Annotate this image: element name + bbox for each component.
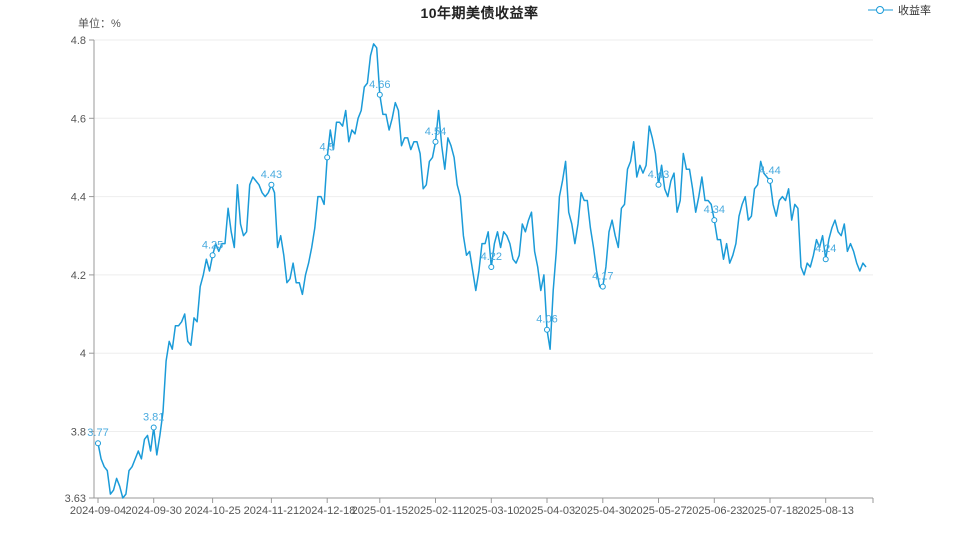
data-point-marker[interactable]: [767, 177, 773, 184]
y-tick-label: 4.2: [71, 270, 86, 282]
yield-line-series: [97, 43, 867, 499]
data-point-marker[interactable]: [655, 181, 662, 188]
data-point-label: 4.06: [536, 314, 557, 326]
y-tick-label: 4.4: [71, 192, 86, 204]
x-tick-label: 2025-04-03: [519, 505, 575, 517]
legend-item-yield[interactable]: 收益率: [867, 2, 931, 18]
data-point-label: 4.25: [202, 239, 223, 251]
data-point-marker[interactable]: [711, 217, 718, 224]
legend-label: 收益率: [898, 5, 931, 17]
line-series-legend-icon: [868, 6, 893, 14]
data-point-label: 4.24: [815, 243, 836, 255]
data-point-label: 4.54: [425, 126, 446, 138]
chart-title: 10年期美债收益率: [420, 5, 539, 21]
data-point-label: 3.77: [87, 427, 108, 439]
x-tick-label: 2025-06-23: [686, 505, 742, 517]
x-tick-label: 2024-11-21: [244, 505, 299, 517]
data-point-marker[interactable]: [599, 283, 606, 290]
data-point-label: 3.81: [143, 412, 164, 424]
data-point-marker[interactable]: [324, 154, 331, 161]
data-point-marker[interactable]: [544, 326, 550, 333]
y-tick-label: 4.8: [71, 35, 86, 47]
data-point-label: 4.66: [369, 79, 390, 91]
data-point-marker[interactable]: [268, 181, 275, 188]
data-point-marker[interactable]: [488, 264, 495, 270]
data-point-label: 4.22: [481, 251, 502, 263]
y-axis-unit-label: 单位：%: [78, 18, 121, 30]
data-point-label: 4.17: [592, 271, 613, 283]
x-tick-label: 2025-05-27: [630, 505, 686, 517]
x-tick-label: 2025-02-11: [408, 505, 463, 517]
data-point-label: 4.43: [648, 169, 669, 181]
data-point-marker[interactable]: [95, 440, 101, 447]
x-tick-label: 2025-03-10: [463, 505, 519, 517]
x-tick-label: 2024-09-04: [70, 505, 126, 517]
y-tick-label: 3.8: [71, 427, 86, 439]
x-tick-label: 2025-04-30: [575, 505, 631, 517]
data-point-marker[interactable]: [150, 424, 157, 431]
data-point-marker[interactable]: [822, 256, 829, 263]
data-point-marker[interactable]: [376, 91, 383, 98]
x-tick-label: 2024-12-18: [299, 505, 355, 517]
data-point-marker[interactable]: [432, 138, 439, 145]
y-tick-label: 4.6: [71, 113, 86, 125]
data-point-label: 4.43: [261, 169, 282, 181]
x-tick-label: 2025-07-18: [742, 505, 798, 517]
x-tick-label: 2025-08-13: [798, 505, 854, 517]
x-tick-label: 2024-10-25: [184, 505, 240, 517]
y-tick-label: 4: [80, 348, 86, 360]
data-point-label: 4.34: [704, 204, 725, 216]
data-point-label: 4.5: [320, 141, 335, 153]
x-tick-label: 2025-01-15: [352, 505, 408, 517]
x-tick-label: 2024-09-30: [126, 505, 182, 517]
y-tick-label: 3.63: [65, 493, 86, 505]
data-point-label: 4.44: [759, 165, 780, 177]
data-point-marker[interactable]: [209, 252, 216, 259]
